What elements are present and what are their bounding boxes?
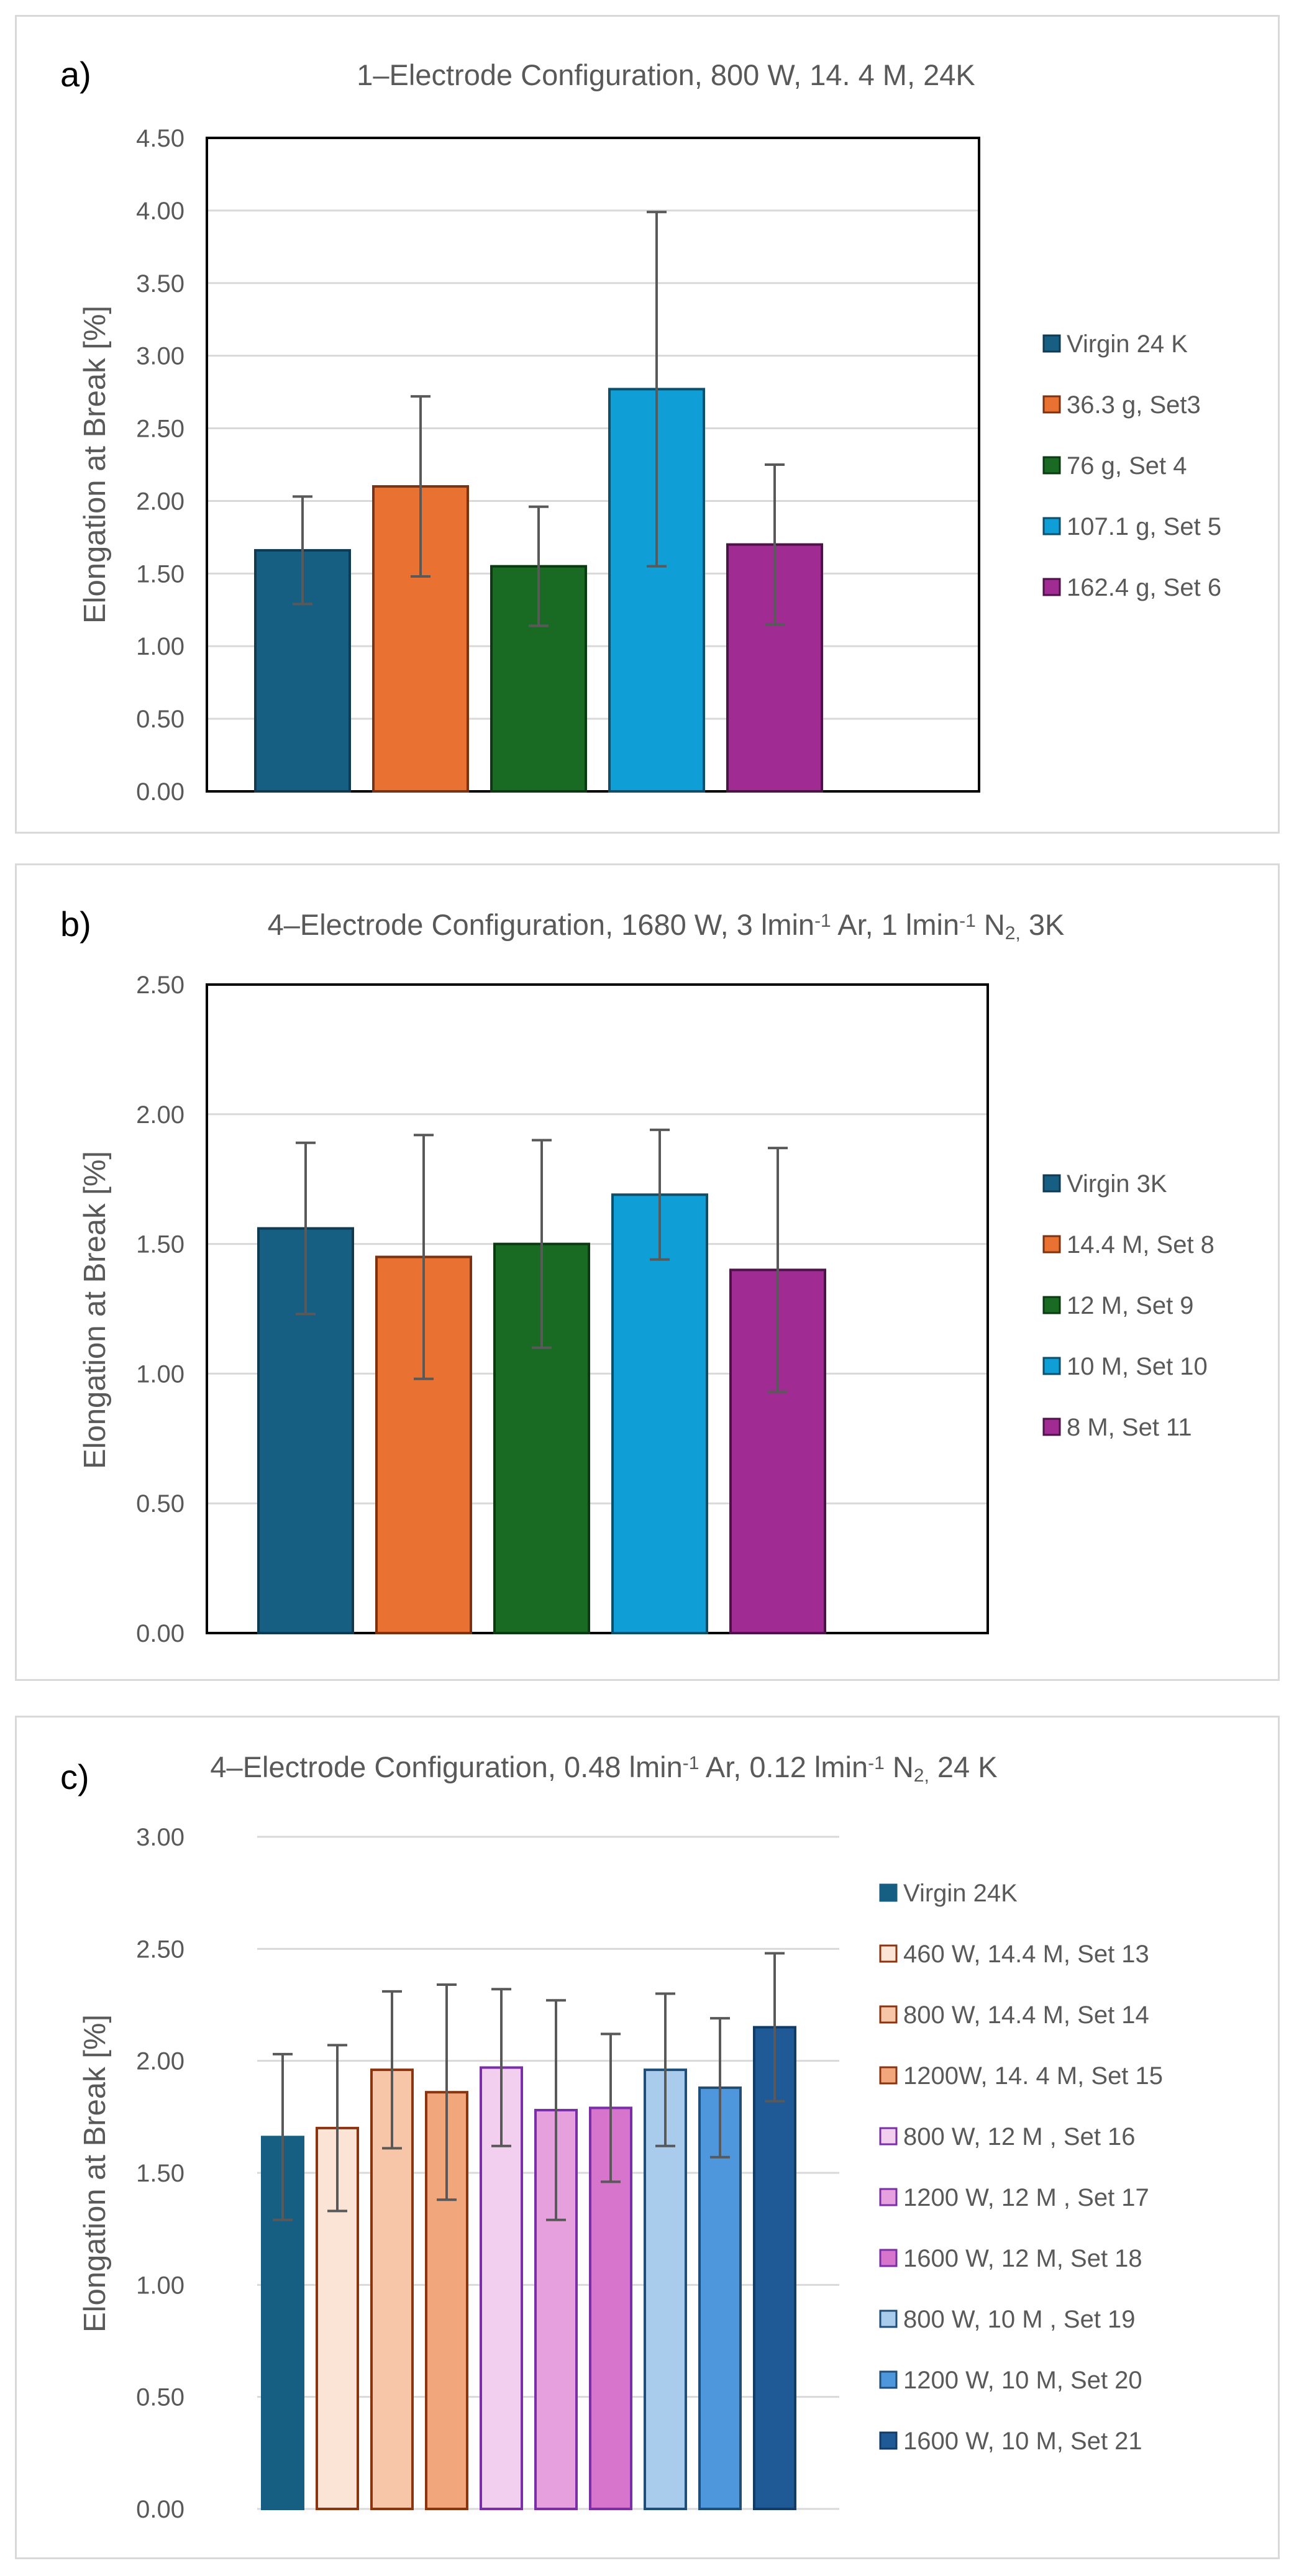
title-subscript: 2, (914, 1765, 929, 1786)
y-tick-label: 3.00 (136, 1824, 185, 1851)
y-axis-label: Elongation at Break [%] (78, 2014, 112, 2333)
y-tick-label: 0.50 (136, 1490, 185, 1518)
legend-entry: 800 W, 10 M , Set 19 (903, 2306, 1136, 2333)
chart-title: 4–Electrode Configuration, 1680 W, 3 lmi… (268, 908, 1065, 944)
y-tick-label: 2.50 (136, 1936, 185, 1963)
y-tick-label: 2.00 (136, 1101, 185, 1129)
bar (753, 2026, 796, 2511)
chart-panel-c: c) 4–Electrode Configuration, 0.48 lmin-1… (15, 1716, 1280, 2559)
legend-swatch (879, 2249, 898, 2267)
chart-title: 1–Electrode Configuration, 800 W, 14. 4 … (357, 58, 975, 91)
legend-swatch (879, 2188, 898, 2206)
y-tick-label: 1.00 (136, 1360, 185, 1388)
legend-swatch (879, 2431, 898, 2450)
legend-swatch (879, 1883, 898, 1902)
title-part: N (885, 1750, 914, 1783)
title-part: 24 K (929, 1750, 998, 1783)
y-tick-label: 1.50 (136, 2160, 185, 2187)
panel-label: a) (60, 55, 91, 94)
title-part: Ar, 0.12 lmin (699, 1750, 868, 1783)
title-superscript: -1 (868, 1753, 885, 1773)
legend-swatch (1042, 395, 1061, 414)
y-tick-label: 1.50 (136, 560, 185, 588)
chart-c-svg: c) 4–Electrode Configuration, 0.48 lmin-1… (60, 1750, 1163, 2523)
legend-swatch (879, 2005, 898, 2024)
y-axis-label: Elongation at Break [%] (78, 1151, 112, 1469)
legend-entry: 10 M, Set 10 (1067, 1353, 1208, 1380)
legend-entry: 1600 W, 10 M, Set 21 (903, 2428, 1142, 2455)
legend-swatch (1042, 517, 1061, 535)
legend-swatch (879, 1944, 898, 1963)
y-tick-label: 1.50 (136, 1231, 185, 1258)
legend-swatch (1042, 1235, 1061, 1254)
bar (372, 485, 469, 793)
legend-entry: Virgin 24 K (1067, 330, 1188, 358)
legend-swatch (1042, 578, 1061, 596)
title-subscript: 2, (1005, 923, 1021, 944)
y-tick-label: 0.00 (136, 2496, 185, 2523)
legend-swatch (1042, 456, 1061, 475)
legend-entry: 800 W, 14.4 M, Set 14 (903, 2001, 1149, 2029)
bar (611, 1193, 708, 1634)
y-tick-label: 2.50 (136, 416, 185, 443)
y-tick-label: 1.00 (136, 633, 185, 660)
y-tick-label: 3.00 (136, 343, 185, 370)
legend-entry: 12 M, Set 9 (1067, 1292, 1194, 1319)
title-part: Ar, 1 lmin (831, 908, 959, 941)
title-part: 4–Electrode Configuration, 1680 W, 3 lmi… (268, 908, 814, 941)
chart-panel-a: a) 1–Electrode Configuration, 800 W, 14. … (15, 15, 1280, 834)
chart-a-svg: a) 1–Electrode Configuration, 800 W, 14. … (60, 55, 1221, 806)
title-superscript: -1 (814, 911, 831, 931)
chart-title: 4–Electrode Configuration, 0.48 lmin-1 A… (210, 1750, 997, 1786)
panel-label: b) (60, 904, 91, 944)
chart-b-svg: b) 4–Electrode Configuration, 1680 W, 3 l… (60, 904, 1214, 1647)
title-part: 4–Electrode Configuration, 0.48 lmin (210, 1750, 682, 1783)
legend-entry: 76 g, Set 4 (1067, 452, 1187, 480)
legend-swatch (1042, 1174, 1061, 1193)
legend-entry: 107.1 g, Set 5 (1067, 513, 1221, 540)
legend-swatch (879, 2127, 898, 2146)
legend-swatch (1042, 334, 1061, 353)
y-tick-label: 0.00 (136, 778, 185, 806)
legend-entry: 1600 W, 12 M, Set 18 (903, 2245, 1142, 2272)
legend-entry: 36.3 g, Set3 (1067, 391, 1201, 419)
y-tick-label: 2.00 (136, 2048, 185, 2075)
y-tick-label: 0.50 (136, 2384, 185, 2411)
legend-swatch (879, 2066, 898, 2085)
panel-label: c) (60, 1757, 89, 1796)
legend-entry: 800 W, 12 M , Set 16 (903, 2123, 1136, 2150)
legend-entry: 8 M, Set 11 (1067, 1414, 1192, 1441)
y-tick-label: 2.50 (136, 972, 185, 999)
title-part: 3K (1021, 908, 1065, 941)
legend-swatch (879, 2370, 898, 2389)
legend-swatch (879, 2310, 898, 2328)
legend-entry: 1200 W, 12 M , Set 17 (903, 2184, 1149, 2211)
legend-entry: Virgin 24K (903, 1880, 1018, 1907)
y-axis-label: Elongation at Break [%] (78, 306, 112, 624)
legend-entry: 1200W, 14. 4 M, Set 15 (903, 2062, 1163, 2090)
y-tick-label: 1.00 (136, 2272, 185, 2299)
y-tick-label: 0.00 (136, 1620, 185, 1647)
legend-entry: 14.4 M, Set 8 (1067, 1231, 1214, 1258)
title-part: N (976, 908, 1005, 941)
legend-swatch (1042, 1357, 1061, 1375)
y-tick-label: 0.50 (136, 706, 185, 733)
title-superscript: -1 (959, 911, 976, 931)
legend-entry: 1200 W, 10 M, Set 20 (903, 2367, 1142, 2394)
legend-entry: 162.4 g, Set 6 (1067, 574, 1221, 601)
y-tick-label: 2.00 (136, 488, 185, 515)
title-superscript: -1 (683, 1753, 699, 1773)
plot-frame (206, 983, 989, 1634)
y-tick-label: 4.00 (136, 198, 185, 225)
chart-panel-b: b) 4–Electrode Configuration, 1680 W, 3 l… (15, 863, 1280, 1681)
legend-entry: Virgin 3K (1067, 1170, 1167, 1198)
legend-swatch (1042, 1418, 1061, 1436)
y-tick-label: 4.50 (136, 125, 185, 152)
plot-frame (206, 137, 980, 793)
legend-swatch (1042, 1296, 1061, 1314)
legend-entry: 460 W, 14.4 M, Set 13 (903, 1941, 1149, 1968)
y-tick-label: 3.50 (136, 270, 185, 298)
